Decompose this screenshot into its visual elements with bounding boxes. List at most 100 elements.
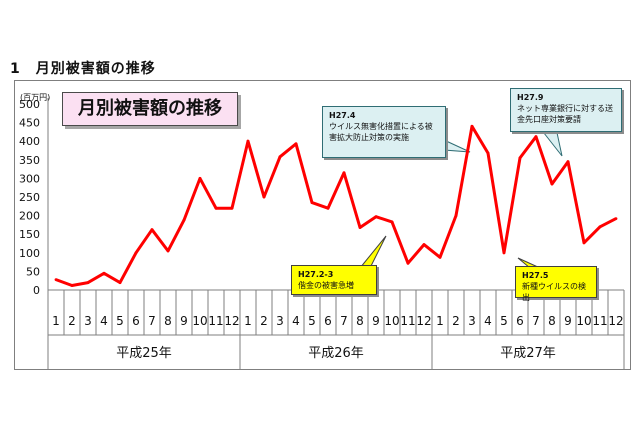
data-point (246, 139, 250, 143)
x-tick-label: 5 (116, 314, 124, 328)
x-tick-label: 3 (276, 314, 284, 328)
x-tick-label: 3 (84, 314, 92, 328)
x-tick-label: 8 (164, 314, 172, 328)
y-tick-label: 200 (19, 210, 40, 223)
section-heading: 1 月別被害額の推移 (10, 61, 156, 77)
callout-date: H27.5 (522, 271, 549, 280)
x-tick-label: 10 (192, 314, 207, 328)
data-point (326, 206, 330, 210)
data-point (454, 214, 458, 218)
x-tick-label: 6 (324, 314, 332, 328)
y-tick-label: 350 (19, 154, 40, 167)
callout-date: H27.2-3 (298, 270, 334, 279)
data-point (502, 251, 506, 255)
data-point (550, 182, 554, 186)
callout-text: ネット専業銀行に対する送金先口座対策要請 (517, 104, 613, 124)
chart-title: 月別被害額の推移 (62, 92, 238, 126)
data-point (134, 251, 138, 255)
y-tick-label: 450 (19, 117, 40, 130)
data-point (70, 284, 74, 287)
x-tick-label: 1 (436, 314, 444, 328)
data-point (54, 278, 58, 281)
x-tick-label: 5 (500, 314, 508, 328)
data-point (294, 142, 298, 146)
y-tick-label: 250 (19, 191, 40, 204)
x-tick-label: 12 (608, 314, 623, 328)
data-point (422, 243, 426, 247)
callout-text: ウイルス無害化措置による被害拡大防止対策の実施 (329, 122, 433, 142)
data-point (310, 201, 314, 205)
x-tick-label: 10 (384, 314, 399, 328)
y-tick-label: 150 (19, 228, 40, 241)
x-tick-label: 3 (468, 314, 476, 328)
y-tick-label: 50 (26, 265, 40, 278)
x-tick-label: 4 (484, 314, 492, 328)
x-tick-label: 7 (148, 314, 156, 328)
data-point (278, 155, 282, 159)
data-point (374, 215, 378, 219)
y-axis-label: (百万円) (20, 93, 50, 102)
x-tick-label: 6 (516, 314, 524, 328)
data-point (198, 177, 202, 180)
series-line (55, 124, 617, 287)
data-point (486, 151, 490, 155)
callout-date: H27.9 (517, 93, 544, 102)
callout-pointer (538, 127, 563, 157)
x-tick-label: 12 (416, 314, 431, 328)
data-point (438, 255, 442, 259)
x-tick-label: 8 (356, 314, 364, 328)
data-point (470, 124, 474, 128)
data-point (518, 156, 522, 160)
data-point (182, 218, 186, 222)
data-point (406, 261, 410, 265)
callout-pointer (358, 235, 387, 269)
callout-text: 偕金の被害急増 (298, 281, 354, 290)
callout-pointer (443, 139, 471, 153)
x-tick-label: 10 (576, 314, 591, 328)
x-tick-label: 2 (452, 314, 460, 328)
x-tick-label: 2 (68, 314, 76, 328)
x-tick-label: 1 (244, 314, 252, 328)
data-point (566, 160, 570, 164)
callout-date: H27.4 (329, 111, 356, 120)
x-tick-label: 11 (592, 314, 607, 328)
x-tick-label: 1 (52, 314, 60, 328)
y-tick-label: 400 (19, 135, 40, 148)
data-point (390, 220, 394, 224)
data-point (262, 195, 266, 199)
x-tick-label: 4 (292, 314, 300, 328)
data-point (150, 228, 154, 232)
data-point (614, 217, 618, 221)
x-tick-label: 11 (208, 314, 223, 328)
y-tick-label: 100 (19, 247, 40, 260)
data-point (598, 225, 602, 229)
year-group-label: 平成26年 (308, 346, 364, 361)
data-point (118, 281, 122, 284)
x-tick-label: 2 (260, 314, 268, 328)
x-tick-label: 4 (100, 314, 108, 328)
callout-h27-2-3: H27.2-3 偕金の被害急増 (291, 265, 377, 295)
y-tick-label: 300 (19, 172, 40, 185)
year-group-label: 平成25年 (116, 346, 172, 361)
x-tick-label: 7 (532, 314, 540, 328)
x-tick-label: 9 (564, 314, 572, 328)
data-point (230, 206, 234, 210)
data-point (534, 135, 538, 139)
data-point (582, 241, 586, 245)
y-tick-label: 500 (19, 98, 40, 111)
data-point (214, 206, 218, 210)
year-group-label: 平成27年 (500, 346, 556, 361)
x-tick-label: 6 (132, 314, 140, 328)
x-tick-label: 12 (224, 314, 239, 328)
data-point (86, 281, 90, 284)
callout-h27-4: H27.4 ウイルス無害化措置による被害拡大防止対策の実施 (322, 106, 446, 158)
data-point (102, 271, 106, 275)
x-tick-label: 5 (308, 314, 316, 328)
x-tick-label: 11 (400, 314, 415, 328)
data-point (358, 226, 362, 229)
x-tick-label: 9 (180, 314, 188, 328)
callout-h27-9: H27.9 ネット専業銀行に対する送金先口座対策要請 (510, 88, 622, 132)
x-tick-label: 8 (548, 314, 556, 328)
y-tick-label: 0 (33, 284, 40, 297)
